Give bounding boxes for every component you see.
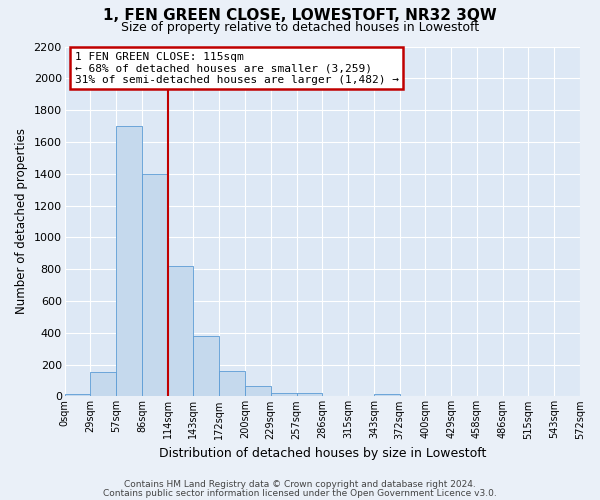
Bar xyxy=(374,394,400,396)
Bar xyxy=(142,174,167,396)
Y-axis label: Number of detached properties: Number of detached properties xyxy=(15,128,28,314)
Text: Size of property relative to detached houses in Lowestoft: Size of property relative to detached ho… xyxy=(121,21,479,34)
Bar xyxy=(167,266,193,396)
Bar xyxy=(116,126,142,396)
Text: Contains public sector information licensed under the Open Government Licence v3: Contains public sector information licen… xyxy=(103,488,497,498)
Bar xyxy=(271,393,296,396)
Text: Contains HM Land Registry data © Crown copyright and database right 2024.: Contains HM Land Registry data © Crown c… xyxy=(124,480,476,489)
Text: 1 FEN GREEN CLOSE: 115sqm
← 68% of detached houses are smaller (3,259)
31% of se: 1 FEN GREEN CLOSE: 115sqm ← 68% of detac… xyxy=(75,52,399,85)
Text: 1, FEN GREEN CLOSE, LOWESTOFT, NR32 3QW: 1, FEN GREEN CLOSE, LOWESTOFT, NR32 3QW xyxy=(103,8,497,22)
Bar xyxy=(296,393,322,396)
Bar xyxy=(91,372,116,396)
X-axis label: Distribution of detached houses by size in Lowestoft: Distribution of detached houses by size … xyxy=(158,447,486,460)
Bar xyxy=(245,386,271,396)
Bar xyxy=(193,336,219,396)
Bar xyxy=(219,371,245,396)
Bar xyxy=(65,394,91,396)
